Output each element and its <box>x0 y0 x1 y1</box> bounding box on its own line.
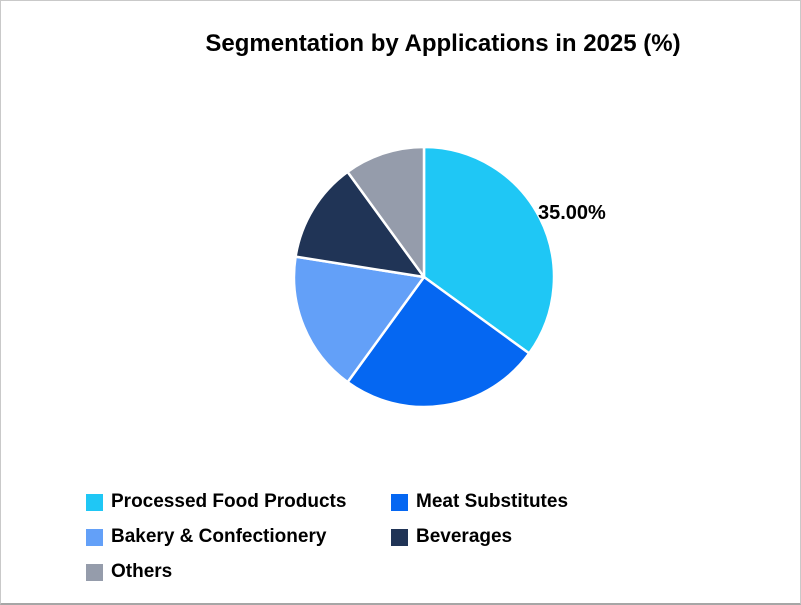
legend-swatch-bakery-confectionery <box>86 528 103 546</box>
legend-label: Beverages <box>416 526 513 547</box>
legend-item-meat-substitutes: Meat Substitutes <box>391 492 568 512</box>
legend-label: Processed Food Products <box>111 491 347 512</box>
pie-slice-beverages <box>294 170 426 279</box>
legend-label: Bakery & Confectionery <box>111 526 327 547</box>
legend-label: Others <box>111 561 173 582</box>
pie-slice-processed-food-products <box>422 145 556 355</box>
pie-slice-bakery-confectionery <box>292 255 426 384</box>
legend-swatch-beverages <box>391 528 408 546</box>
pie-slice-meat-substitutes <box>346 275 531 409</box>
legend-item-others: Others <box>86 562 172 582</box>
chart-title: Segmentation by Applications in 2025 (%) <box>205 30 681 57</box>
pie-slice-others <box>346 145 426 279</box>
slice-data-label: 35.00% <box>538 202 606 224</box>
legend-swatch-meat-substitutes <box>391 493 408 511</box>
legend-item-beverages: Beverages <box>391 527 512 547</box>
legend-item-processed-food-products: Processed Food Products <box>86 492 346 512</box>
legend-item-bakery-confectionery: Bakery & Confectionery <box>86 527 326 547</box>
legend-swatch-processed-food-products <box>86 493 103 511</box>
legend-swatch-others <box>86 563 103 581</box>
legend-label: Meat Substitutes <box>416 491 569 512</box>
